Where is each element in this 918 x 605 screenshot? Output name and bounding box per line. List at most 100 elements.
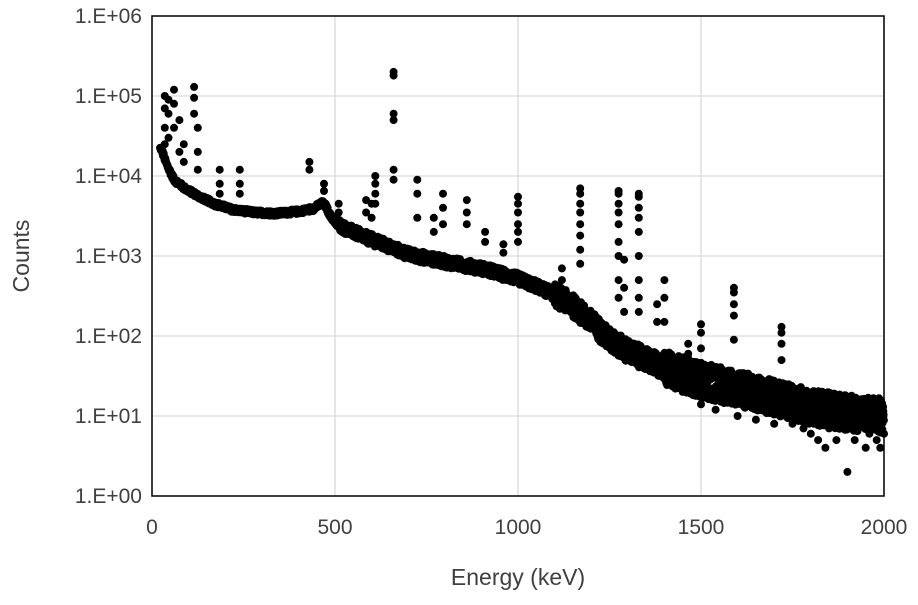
data-point [777,356,786,365]
data-point [190,109,199,118]
data-point [634,203,643,212]
data-point [576,220,585,229]
data-point [634,213,643,222]
data-point [620,283,629,292]
data-point [614,293,623,302]
data-point [634,192,643,201]
data-point [576,189,585,198]
data-point [514,192,522,201]
data-point [190,82,199,91]
data-point [653,300,662,309]
data-point [576,231,585,240]
data-point [462,208,471,217]
data-point [729,311,738,320]
data-point [729,335,738,344]
data-point [576,208,585,217]
x-tick-label: 1000 [495,516,542,539]
data-point [514,208,522,217]
data-point [879,410,888,419]
data-point [614,276,623,285]
data-point [634,293,643,302]
data-point [160,123,169,132]
data-point [320,187,328,195]
data-point [235,189,244,198]
data-point [190,93,199,102]
data-point [614,220,623,229]
data-point [614,208,623,217]
y-tick-label: 1.E+00 [75,485,142,508]
data-point [429,227,438,236]
data-point [751,415,760,424]
data-point [320,179,328,188]
data-point [389,116,398,125]
y-tick-label: 1.E+05 [75,85,142,108]
data-point [170,123,178,132]
data-point [413,189,422,198]
data-point [215,179,224,188]
data-point [660,276,669,285]
data-point [684,339,693,348]
data-point [235,179,244,188]
y-tick-label: 1.E+01 [75,405,142,428]
data-point [777,328,786,337]
data-point [160,140,169,149]
data-point [235,165,244,174]
data-points [156,67,888,476]
data-point [514,227,522,236]
data-point [371,179,380,188]
data-point [367,213,376,222]
data-point [164,133,173,142]
data-point [872,436,881,445]
data-point [439,189,447,198]
data-point [697,344,705,353]
x-tick-label: 1500 [678,516,725,539]
data-point [413,213,422,222]
data-point [614,199,623,208]
data-point [879,402,888,411]
x-tick-label: 2000 [861,516,908,539]
data-point [777,339,786,348]
x-tick-label: 500 [317,516,352,539]
data-point [770,419,779,428]
data-point [429,213,438,222]
data-point [814,436,823,445]
data-point [879,416,888,425]
data-point [170,99,178,108]
data-point [821,443,830,452]
data-point [389,175,398,184]
data-point [861,443,870,452]
x-tick-labels: 0 500 1000 1500 2000 [146,516,907,539]
data-point [678,387,687,396]
data-point [215,165,224,174]
data-point [576,259,585,268]
data-point [733,412,742,420]
data-point [576,199,585,208]
y-axis-title: Counts [8,220,34,293]
data-point [634,227,643,236]
data-point [880,429,888,438]
data-point [362,208,371,217]
data-point [684,349,693,358]
data-point [193,147,202,156]
data-point [170,85,178,94]
data-point [481,237,490,246]
data-point [697,400,705,409]
x-axis-title: Energy (keV) [451,564,585,590]
data-point [850,436,859,445]
data-point [514,220,522,229]
data-point [711,405,720,414]
data-point [514,237,522,246]
data-point [653,317,662,326]
plot-border [151,15,885,497]
data-point [660,293,669,302]
data-point [164,95,173,104]
data-point [729,300,738,309]
data-point [634,276,643,285]
data-point [371,189,380,198]
data-point [175,116,184,125]
data-point [193,165,202,174]
data-point [799,424,808,433]
data-point [620,307,629,316]
data-point [413,175,422,184]
